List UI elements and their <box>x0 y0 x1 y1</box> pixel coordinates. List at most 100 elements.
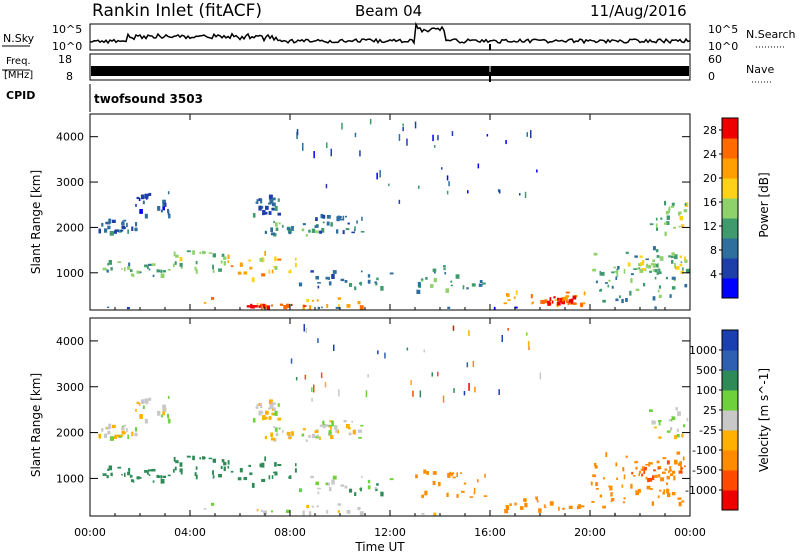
heatmap-cell <box>672 472 675 474</box>
heatmap-cell <box>670 473 674 477</box>
heatmap-cell <box>599 271 601 276</box>
heatmap-cell <box>433 512 437 516</box>
heatmap-cell <box>375 488 378 492</box>
heatmap-cell <box>660 217 663 220</box>
heatmap-cell <box>271 197 276 201</box>
heatmap-cell <box>543 504 546 507</box>
heatmap-cell <box>144 213 148 219</box>
colorbar-segment <box>722 450 738 471</box>
heatmap-cell <box>127 266 131 270</box>
heatmap-cell <box>446 190 449 195</box>
heatmap-cell <box>104 228 108 233</box>
heatmap-cell <box>306 299 309 303</box>
heatmap-cell <box>649 223 654 226</box>
heatmap-cell <box>256 508 259 512</box>
heatmap-cell <box>647 264 652 269</box>
heatmap-cell <box>212 470 214 475</box>
heatmap-cell <box>175 254 179 258</box>
heatmap-cell <box>291 303 293 306</box>
heatmap-cell <box>107 263 110 266</box>
heatmap-cell <box>212 253 216 258</box>
heatmap-cell <box>616 268 619 271</box>
heatmap-cell <box>406 347 409 351</box>
heatmap-cell <box>344 485 348 489</box>
heatmap-cell <box>346 304 351 308</box>
heatmap-cell <box>679 461 682 464</box>
heatmap-cell <box>328 482 330 486</box>
heatmap-cell <box>264 251 266 256</box>
heatmap-cell <box>388 183 390 187</box>
freq-tick-bottom: 8 <box>66 70 73 83</box>
freq-panel <box>89 53 691 81</box>
heatmap-cell <box>136 196 140 200</box>
heatmap-cell <box>194 472 197 476</box>
heatmap-cell <box>261 410 264 414</box>
heatmap-cell <box>295 463 297 467</box>
heatmap-cell <box>615 276 618 280</box>
heatmap-cell <box>270 437 275 441</box>
heatmap-cell <box>320 214 324 219</box>
heatmap-cell <box>369 118 372 125</box>
velocity-colorbar-label: Velocity [m s^-1] <box>757 368 771 472</box>
heatmap-cell <box>376 277 379 281</box>
heatmap-cell <box>243 477 248 481</box>
heatmap-cell <box>406 138 408 146</box>
heatmap-cell <box>642 259 645 264</box>
heatmap-cell <box>625 251 629 254</box>
heatmap-cell <box>227 260 230 264</box>
heatmap-cell <box>310 475 314 479</box>
heatmap-cell <box>283 305 288 310</box>
heatmap-cell <box>106 269 109 273</box>
heatmap-cell <box>599 289 602 292</box>
heatmap-cell <box>649 462 653 465</box>
heatmap-cell <box>186 455 191 458</box>
colorbar-tick-label: 8 <box>710 244 717 257</box>
heatmap-cell <box>337 503 342 506</box>
heatmap-cell <box>167 208 169 213</box>
heatmap-cell <box>644 467 646 470</box>
heatmap-cell <box>643 282 646 287</box>
heatmap-cell <box>351 420 353 423</box>
heatmap-cell <box>148 268 151 271</box>
heatmap-cell <box>296 129 299 136</box>
heatmap-cell <box>656 272 660 275</box>
heatmap-cell <box>354 286 357 291</box>
heatmap-cell <box>273 471 275 474</box>
heatmap-cell <box>319 230 322 234</box>
heatmap-cell <box>296 131 298 140</box>
heatmap-cell <box>259 463 263 468</box>
heatmap-cell <box>330 435 334 440</box>
heatmap-cell <box>616 271 618 275</box>
heatmap-cell <box>479 280 483 283</box>
heatmap-cell <box>658 268 661 272</box>
heatmap-cell <box>685 268 690 274</box>
heatmap-cell <box>162 203 165 208</box>
heatmap-cell <box>498 389 500 395</box>
heatmap-cell <box>497 189 500 193</box>
heatmap-cell <box>277 417 281 421</box>
heatmap-cell <box>262 303 266 307</box>
heatmap-cell <box>341 122 343 130</box>
heatmap-cell <box>108 465 112 471</box>
heatmap-cell <box>107 468 110 471</box>
heatmap-cell <box>506 293 510 297</box>
heatmap-cell <box>127 471 131 476</box>
heatmap-cell <box>499 189 501 194</box>
heatmap-cell <box>432 480 436 485</box>
heatmap-cell <box>260 403 263 409</box>
heatmap-cell <box>321 306 323 309</box>
heatmap-cell <box>107 225 111 230</box>
freq-unit-label: [MHz] <box>4 70 33 81</box>
heatmap-cell <box>230 265 234 267</box>
heatmap-cell <box>578 504 581 508</box>
heatmap-cell <box>252 305 255 309</box>
heatmap-cell <box>607 284 610 288</box>
heatmap-cell <box>162 404 166 409</box>
heatmap-cell <box>684 256 687 261</box>
heatmap-cell <box>649 488 653 490</box>
heatmap-cell <box>663 489 666 494</box>
heatmap-cell <box>683 424 686 428</box>
colorbar-tick-label: 24 <box>703 148 717 161</box>
heatmap-cell <box>482 282 486 285</box>
heatmap-cell <box>148 192 152 196</box>
